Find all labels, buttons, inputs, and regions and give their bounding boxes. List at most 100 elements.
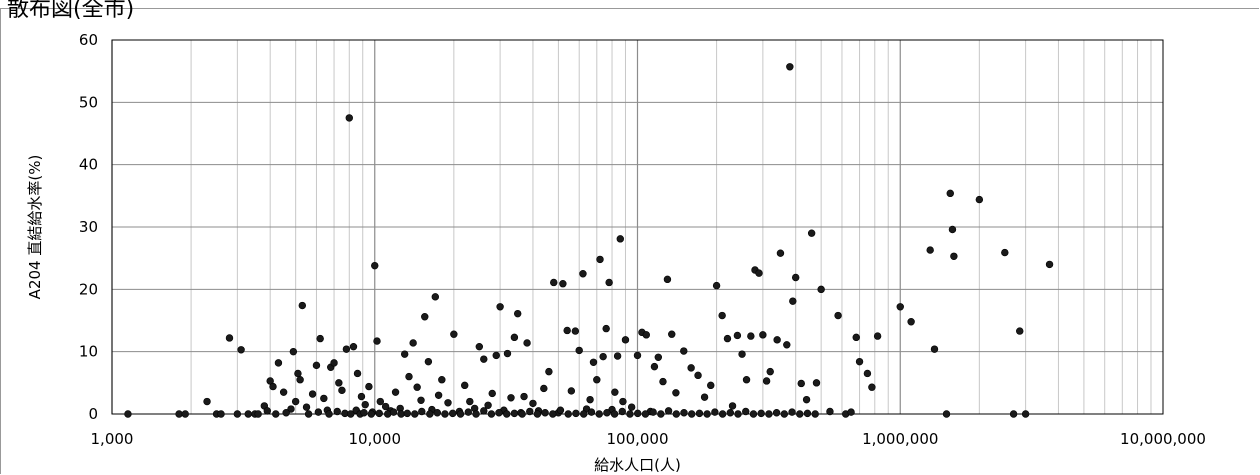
x-tick-label: 1,000,000 [862, 430, 938, 448]
data-point [541, 409, 549, 417]
data-point [680, 347, 688, 355]
y-tick-label: 50 [79, 93, 98, 111]
data-point [930, 345, 939, 353]
data-point [124, 410, 132, 418]
data-point [484, 401, 492, 409]
data-point [747, 332, 755, 340]
data-point [707, 381, 715, 390]
data-point [572, 409, 580, 418]
data-point [409, 339, 417, 347]
data-point [975, 195, 984, 204]
data-point [523, 339, 531, 347]
data-point [472, 410, 480, 418]
data-point [718, 410, 727, 418]
y-tick-label: 60 [79, 31, 98, 49]
data-point [627, 403, 636, 411]
data-point [817, 285, 825, 294]
data-point [503, 410, 511, 418]
data-point [492, 351, 500, 360]
data-point [586, 395, 594, 404]
y-axis-label: A204 直結給水率(%) [26, 155, 44, 300]
data-point [518, 410, 526, 418]
data-point [371, 261, 379, 270]
data-point [834, 311, 842, 320]
data-point [564, 410, 572, 418]
data-point [772, 409, 781, 417]
data-point [694, 371, 702, 380]
data-point [424, 357, 433, 366]
data-points [124, 63, 1054, 418]
data-point [668, 330, 676, 338]
data-point [626, 410, 634, 418]
data-point [712, 281, 721, 290]
data-point [567, 387, 576, 395]
data-point [596, 255, 604, 264]
data-point [659, 377, 667, 386]
data-point [649, 408, 657, 416]
data-point [263, 407, 272, 415]
data-point [325, 410, 333, 418]
y-tick-label: 10 [79, 343, 98, 361]
data-point [495, 409, 503, 417]
data-point [526, 407, 534, 416]
data-point [811, 410, 819, 418]
data-point [456, 410, 465, 418]
data-point [579, 410, 588, 418]
data-point [448, 409, 457, 418]
data-point [602, 324, 610, 333]
data-point [391, 388, 400, 396]
data-point [475, 342, 484, 351]
data-point [237, 346, 245, 354]
data-point [545, 367, 553, 376]
data-point [797, 379, 805, 388]
data-point [360, 409, 368, 417]
data-point [357, 392, 366, 401]
x-tick-label: 10,000 [349, 430, 402, 448]
data-point [723, 334, 732, 343]
data-point [1009, 410, 1018, 418]
data-point [520, 392, 528, 401]
data-point [550, 278, 558, 287]
x-tick-label: 1,000 [91, 430, 134, 448]
data-point [556, 406, 565, 414]
data-point [405, 372, 413, 381]
data-point [742, 376, 751, 384]
data-point [347, 410, 355, 418]
data-point [587, 408, 596, 416]
data-point [563, 326, 571, 335]
data-point [296, 376, 304, 384]
data-point [279, 388, 288, 396]
data-point [786, 63, 794, 71]
data-point [650, 362, 659, 371]
data-point [672, 389, 680, 397]
data-point [487, 410, 496, 418]
data-point [503, 349, 512, 358]
data-point [766, 367, 774, 376]
data-point [788, 408, 796, 416]
data-point [330, 359, 338, 367]
data-point [773, 336, 781, 344]
data-point [680, 409, 688, 417]
data-point [633, 351, 642, 360]
data-point [269, 382, 277, 391]
data-point [461, 381, 469, 390]
data-point [464, 408, 472, 416]
data-point [507, 394, 515, 402]
data-point [426, 410, 434, 418]
y-tick-labels: 0 10 20 30 40 50 60 [79, 31, 98, 423]
data-point [413, 383, 421, 391]
data-point [559, 280, 567, 288]
data-point [726, 409, 734, 417]
data-point [375, 409, 383, 418]
data-point [272, 410, 280, 418]
data-point [403, 409, 411, 418]
data-point [400, 350, 409, 358]
data-point [203, 397, 211, 406]
data-point [480, 407, 488, 415]
data-point [657, 410, 665, 418]
data-point [762, 377, 771, 385]
data-point [863, 369, 872, 378]
data-point [703, 410, 711, 418]
data-point [335, 379, 343, 387]
